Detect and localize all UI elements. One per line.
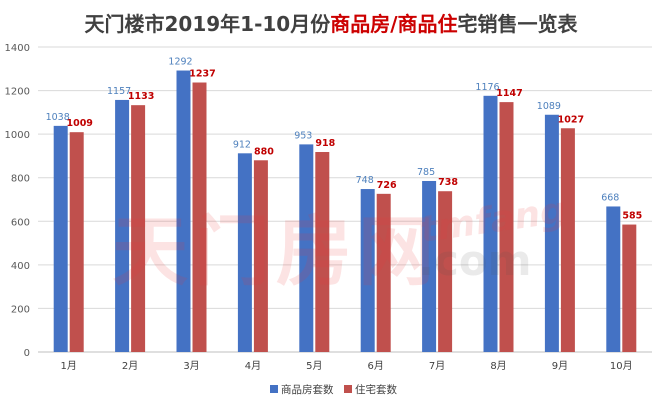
data-label: 1133 [128, 91, 154, 102]
x-axis-ticks: 1月 2月 3月 4月 5月 6月 7月 8月 9月 10月 [61, 360, 633, 372]
data-label: 1027 [558, 114, 584, 125]
data-label: 785 [417, 167, 435, 178]
y-tick-label: 400 [11, 261, 30, 272]
x-tick-label: 8月 [490, 360, 506, 372]
x-tick-label: 9月 [552, 360, 568, 372]
x-tick-label: 10月 [610, 360, 633, 372]
data-label: 918 [315, 138, 335, 149]
y-tick-label: 200 [11, 304, 30, 315]
data-label: 668 [601, 192, 619, 203]
data-label: 1176 [475, 82, 499, 93]
y-tick-label: 1400 [5, 43, 30, 54]
chart-title: 天门楼市2019年1-10月份商品房/商品住宅销售一览表 [0, 8, 662, 37]
legend: 商品房套数 住宅套数 [270, 383, 397, 396]
bars [53, 70, 637, 353]
x-tick-label: 7月 [429, 360, 445, 372]
x-tick-label: 1月 [61, 360, 77, 372]
bar-residential [438, 191, 453, 352]
data-label: 953 [294, 130, 312, 141]
x-tick-label: 4月 [245, 360, 261, 372]
bar-commercial [360, 189, 375, 352]
bar-residential [315, 152, 330, 352]
bar-residential [622, 224, 637, 352]
legend-swatch [344, 385, 352, 393]
bar-commercial [483, 95, 498, 353]
bar-commercial [544, 114, 559, 352]
bar-commercial [53, 125, 68, 352]
data-label: 585 [622, 211, 642, 222]
bar-residential [376, 193, 391, 352]
bar-residential [253, 160, 268, 352]
bar-residential [69, 132, 84, 352]
x-tick-label: 2月 [122, 360, 138, 372]
chart-title-part-1: 天门楼市2019年1-10月份 [84, 12, 331, 36]
y-tick-label: 1000 [5, 130, 30, 141]
x-tick-label: 6月 [368, 360, 384, 372]
chart-title-part-2: 商品房/商品住 [330, 12, 458, 36]
bar-commercial [237, 153, 252, 352]
data-label: 738 [438, 177, 458, 188]
y-tick-label: 600 [11, 217, 30, 228]
y-axis-ticks: 0 200 400 600 800 1000 1200 1400 [5, 43, 30, 359]
data-label: 1009 [66, 118, 92, 129]
bar-residential [560, 128, 575, 352]
data-label: 726 [377, 180, 397, 191]
watermark-chinese: 天门房网 [112, 207, 440, 296]
bar-commercial [176, 70, 191, 353]
legend-label: 商品房套数 [281, 383, 334, 396]
watermark-com: .com [418, 236, 532, 285]
data-label: 880 [254, 146, 274, 157]
bar-commercial [606, 206, 621, 352]
x-tick-label: 3月 [183, 360, 199, 372]
legend-swatch [270, 385, 278, 393]
data-label: 1292 [168, 57, 192, 68]
data-label: 748 [356, 175, 374, 186]
bar-residential [192, 82, 207, 352]
y-tick-label: 800 [11, 174, 30, 185]
bar-residential [499, 102, 514, 352]
bar-commercial [299, 144, 314, 352]
x-tick-label: 5月 [306, 360, 322, 372]
data-label: 1147 [496, 88, 522, 99]
data-label: 1038 [46, 112, 70, 123]
bar-commercial [115, 99, 130, 352]
y-tick-label: 1200 [5, 87, 30, 98]
data-label: 912 [233, 139, 251, 150]
bar-residential [131, 105, 146, 353]
legend-label: 住宅套数 [355, 383, 397, 396]
data-label: 1237 [189, 69, 215, 80]
chart-title-part-3: 宅销售一览表 [457, 12, 578, 36]
bar-commercial [422, 180, 437, 352]
y-tick-label: 0 [24, 348, 30, 359]
data-label: 1089 [537, 101, 561, 112]
data-label: 1157 [107, 86, 131, 97]
